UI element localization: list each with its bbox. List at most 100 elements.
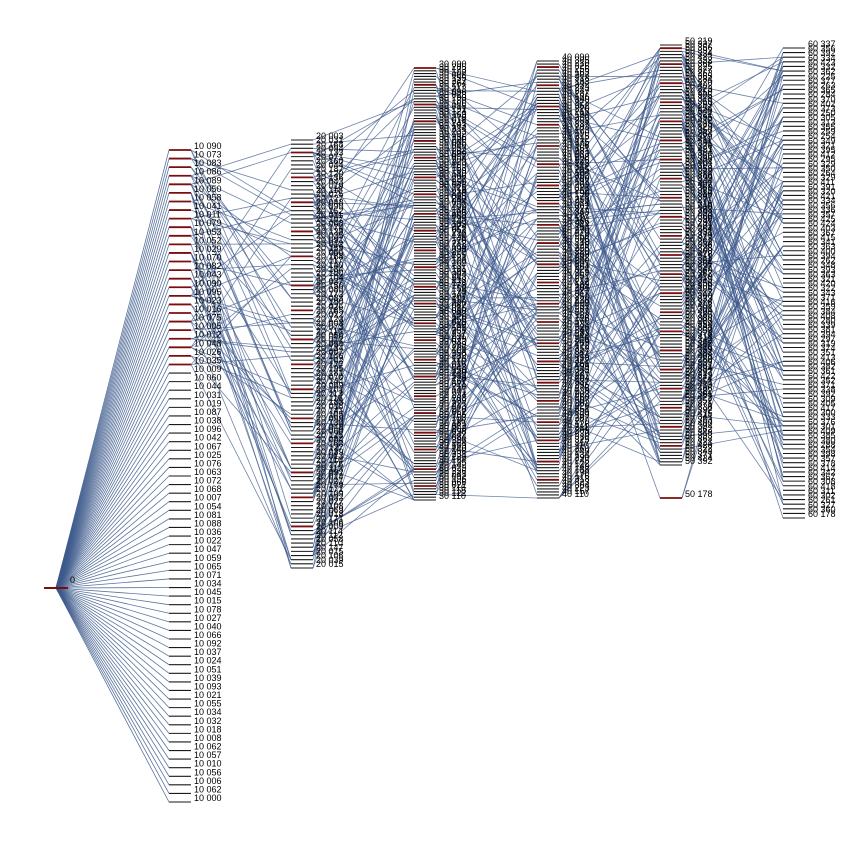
link-l4-to-l5: [558, 331, 661, 499]
link-l4-to-l5: [558, 318, 661, 424]
node-label-l6: 60 262: [808, 256, 836, 266]
node-label-l5: 50 392: [685, 405, 713, 415]
link-l2-to-l3: [312, 198, 415, 470]
link-l4-to-l5: [558, 97, 661, 278]
link-l1-to-l2: [190, 184, 292, 361]
node-label-l5: 50 377: [685, 65, 713, 75]
node-label-l3: 30 259: [439, 177, 467, 187]
node-label-l6: 60 319: [808, 339, 836, 349]
node-label-l3: 30 193: [439, 202, 467, 212]
node-label-l4: 40 275: [562, 383, 590, 393]
link-l3-to-l4: [435, 209, 538, 232]
node-label-l2: 20 099: [316, 414, 344, 424]
node-label-l2: 20 183: [316, 397, 344, 407]
node-label-l4: 40 321: [562, 182, 590, 192]
node-label-l4: 40 337: [562, 307, 590, 317]
node-label-l3: 30 167: [439, 376, 467, 386]
node-label-l3: 30 211: [439, 331, 466, 341]
node-label-l4: 40 314: [562, 349, 590, 359]
link-l5-to-l6: [681, 61, 784, 113]
link-l2-to-l3: [312, 107, 415, 290]
node-label-l6: 60 400: [808, 246, 836, 256]
node-label-l1: 10 096: [194, 424, 222, 434]
link-l3-to-l4: [435, 103, 538, 170]
node-label-l3: 30 241: [439, 469, 467, 479]
node-label-l1: 10 006: [194, 776, 222, 786]
node-label-l5: 50 419: [685, 271, 713, 281]
node-label-l5: 50 386: [685, 189, 713, 199]
link-l2-to-l3: [312, 283, 415, 357]
node-label-l2: 20 080: [316, 285, 344, 295]
link-l5-to-l6: [681, 54, 784, 440]
node-label-l5: 50 338: [685, 240, 713, 250]
link-root-to-l1: [55, 201, 170, 589]
node-label-l5: 50 344: [685, 176, 713, 186]
link-l3-to-l4: [435, 179, 538, 256]
node-label-l6: 60 418: [808, 481, 836, 491]
link-l4-to-l5: [558, 406, 661, 444]
link-l2-to-l3: [312, 480, 415, 531]
node-label-l5: 50 374: [685, 373, 713, 383]
link-root-to-l1: [55, 587, 170, 623]
node-label-l3: 30 255: [439, 250, 467, 260]
link-root-to-l1: [55, 587, 170, 597]
node-label-l6: 60 376: [808, 417, 836, 427]
link-l4-to-l5: [558, 115, 661, 354]
link-l2-to-l3: [312, 193, 415, 209]
node-label-l2: 20 177: [316, 360, 344, 370]
node-label-l2: 20 105: [316, 409, 344, 419]
link-l4-to-l5: [558, 391, 661, 440]
node-label-l4: 40 317: [562, 437, 590, 447]
node-label-l4: 40 324: [562, 264, 590, 274]
node-label-l2: 20 134: [316, 343, 344, 353]
link-l2-to-l3: [312, 407, 415, 486]
link-root-to-l1: [55, 295, 170, 589]
link-l5-to-l6: [681, 388, 784, 399]
node-label-l2: 20 058: [316, 534, 344, 544]
node-label-l2: 20 043: [316, 177, 344, 187]
link-root-to-l1: [55, 509, 170, 589]
node-label-l3: 30 243: [439, 309, 467, 319]
node-label-l3: 30 066: [439, 477, 467, 487]
node-label-l5: 50 375: [685, 186, 713, 196]
link-l5-to-l6: [681, 372, 784, 417]
node-label-l3: 30 247: [439, 76, 467, 86]
node-label-l5: 50 356: [685, 42, 713, 52]
link-root-to-l1: [55, 587, 170, 614]
node-label-l2: 20 009: [316, 380, 344, 390]
node-label-l4: 40 337: [562, 119, 590, 129]
node-label-l3: 30 098: [439, 426, 467, 436]
node-label-l6: 60 395: [808, 145, 836, 155]
node-label-l3: 30 214: [439, 124, 467, 134]
node-label-l2: 20 195: [316, 364, 344, 374]
node-label-l6: 60 402: [808, 99, 836, 109]
node-label-l2: 20 003: [316, 131, 344, 141]
node-label-l2: 20 091: [316, 235, 344, 245]
node-label-l3: 30 128: [439, 354, 467, 364]
node-label-l4: 40 298: [562, 152, 590, 162]
link-l5-to-l6: [681, 226, 784, 371]
node-label-l3: 30 153: [439, 412, 467, 422]
node-label-l3: 30 122: [439, 488, 467, 498]
node-label-l4: 40 259: [562, 267, 590, 277]
link-root-to-l1: [55, 269, 170, 589]
link-l2-to-l3: [312, 415, 415, 536]
node-label-l4: 40 172: [562, 340, 590, 350]
link-root-to-l1: [55, 321, 170, 589]
node-label-l1: 10 056: [194, 767, 222, 777]
node-label-l2: 20 171: [316, 513, 344, 523]
link-l3-to-l4: [435, 90, 538, 201]
link-root-to-l1: [55, 587, 170, 666]
node-label-l1: 10 038: [194, 416, 222, 426]
node-label-l4: 40 325: [562, 434, 590, 444]
node-label-l3: 30 234: [439, 390, 467, 400]
node-label-l4: 40 281: [562, 146, 590, 156]
node-label-l1: 10 012: [194, 330, 222, 340]
node-label-l6: 60 337: [808, 39, 836, 49]
node-label-l6: 60 352: [808, 375, 836, 385]
node-label-l3: 30 052: [439, 407, 467, 417]
node-label-l4: 40 122: [562, 459, 590, 469]
link-l1-to-l2: [190, 168, 292, 322]
node-label-l3: 30 101: [439, 345, 467, 355]
link-l3-to-l4: [435, 67, 538, 92]
